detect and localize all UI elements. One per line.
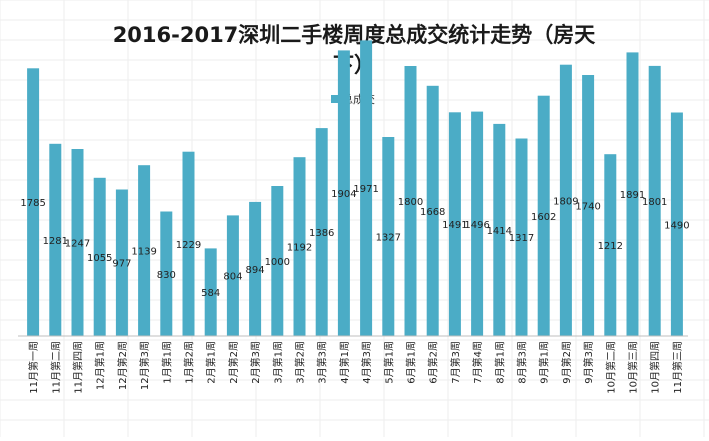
x-tick-label: 12月第2周 (116, 341, 129, 390)
bar (648, 65, 661, 337)
bar (293, 157, 306, 336)
bar (448, 112, 461, 336)
bar (204, 248, 217, 336)
data-label: 1496 (464, 220, 489, 231)
chart-title-line1: 2016-2017深圳二手楼周度总成交统计走势（房天 (113, 23, 597, 47)
x-tick-label: 3月第3周 (316, 341, 329, 384)
x-tick-label: 9月第3周 (582, 341, 595, 384)
data-label: 1891 (620, 190, 645, 201)
x-tick-label: 5月第1周 (382, 341, 395, 384)
data-label: 1139 (131, 247, 156, 258)
bar (670, 112, 683, 336)
legend-swatch (331, 95, 339, 103)
x-tick-label: 11月第四周 (72, 341, 85, 394)
x-tick-label: 2月第3周 (249, 341, 262, 384)
data-label: 1490 (664, 220, 689, 231)
x-tick-label: 7月第4周 (471, 341, 484, 384)
x-tick-label: 10月第三周 (627, 341, 640, 394)
data-label: 1809 (553, 196, 578, 207)
data-label: 1327 (376, 233, 401, 244)
data-label: 1971 (353, 184, 378, 195)
data-label: 1281 (43, 236, 68, 247)
bar (138, 165, 151, 336)
bars (27, 40, 683, 337)
bar (559, 64, 572, 336)
x-tick-label: 4月第3周 (360, 341, 373, 384)
data-label: 1785 (20, 198, 45, 209)
x-tick-label: 6月第2周 (427, 341, 440, 384)
data-label: 1212 (598, 241, 623, 252)
data-label: 1668 (420, 207, 445, 218)
x-tick-label: 11月第一周 (27, 341, 40, 394)
bar (426, 85, 439, 336)
x-tick-label: 9月第1周 (538, 341, 551, 384)
data-label: 804 (223, 272, 242, 283)
bar (49, 143, 62, 336)
data-label: 1602 (531, 212, 556, 223)
data-label: 1414 (487, 226, 512, 237)
data-label: 894 (246, 265, 265, 276)
bar (27, 68, 40, 337)
bar (471, 111, 484, 336)
data-label: 1192 (287, 243, 312, 254)
bar (582, 75, 595, 336)
bar (404, 66, 417, 336)
x-tick-label: 11月第二周 (49, 341, 62, 394)
data-label: 584 (201, 288, 220, 299)
bar (93, 177, 106, 337)
bar (249, 201, 262, 336)
x-tick-label: 4月第1周 (338, 341, 351, 384)
bar (537, 95, 550, 336)
data-label: 1229 (176, 240, 201, 251)
data-label: 1800 (398, 197, 423, 208)
x-tick-label: 2月第2周 (227, 341, 240, 384)
data-label: 1386 (309, 228, 334, 239)
data-label: 1317 (509, 233, 534, 244)
data-label: 977 (112, 259, 131, 270)
data-label: 1740 (575, 202, 600, 213)
x-tick-label: 10月第四周 (649, 341, 662, 394)
data-label: 1055 (87, 253, 112, 264)
x-tick-label: 2月第1周 (205, 341, 218, 384)
data-label: 1491 (442, 220, 467, 231)
x-tick-label: 10月第二周 (604, 341, 617, 394)
x-tick-label: 11月第三周 (671, 341, 684, 394)
bar (71, 149, 84, 336)
bar (226, 215, 239, 336)
x-tick-label: 3月第1周 (271, 341, 284, 384)
bar (515, 138, 528, 336)
bar (626, 52, 639, 337)
bar (271, 186, 284, 336)
x-tick-label: 8月第1周 (493, 341, 506, 384)
x-tick-label: 12月第1周 (94, 341, 107, 390)
bar (337, 50, 350, 337)
x-tick-label: 3月第2周 (294, 341, 307, 384)
data-label: 1801 (642, 197, 667, 208)
x-labels: 11月第一周 11月第二周 11月第四周 12月第1周 12月第2周 12月第3周 1月第1… (27, 341, 684, 394)
data-label: 1904 (331, 189, 356, 200)
x-tick-label: 1月第2周 (183, 341, 196, 384)
x-tick-label: 1月第1周 (160, 341, 173, 384)
x-tick-label: 6月第1周 (405, 341, 418, 384)
bar (604, 154, 617, 336)
data-label: 1247 (65, 239, 90, 250)
x-tick-label: 12月第3周 (138, 341, 151, 390)
bar (160, 211, 173, 336)
x-tick-label: 8月第3周 (516, 341, 529, 384)
x-tick-label: 9月第2周 (560, 341, 573, 384)
value-labels: 1785128112471055977113983012295848048941… (20, 184, 689, 299)
data-label: 830 (157, 270, 176, 281)
x-tick-label: 7月第3周 (449, 341, 462, 384)
data-label: 1000 (265, 257, 290, 268)
bar (382, 137, 395, 336)
bar (182, 151, 195, 336)
bar (493, 123, 506, 337)
bar (315, 128, 328, 336)
bar (115, 189, 128, 336)
bar (360, 40, 373, 337)
